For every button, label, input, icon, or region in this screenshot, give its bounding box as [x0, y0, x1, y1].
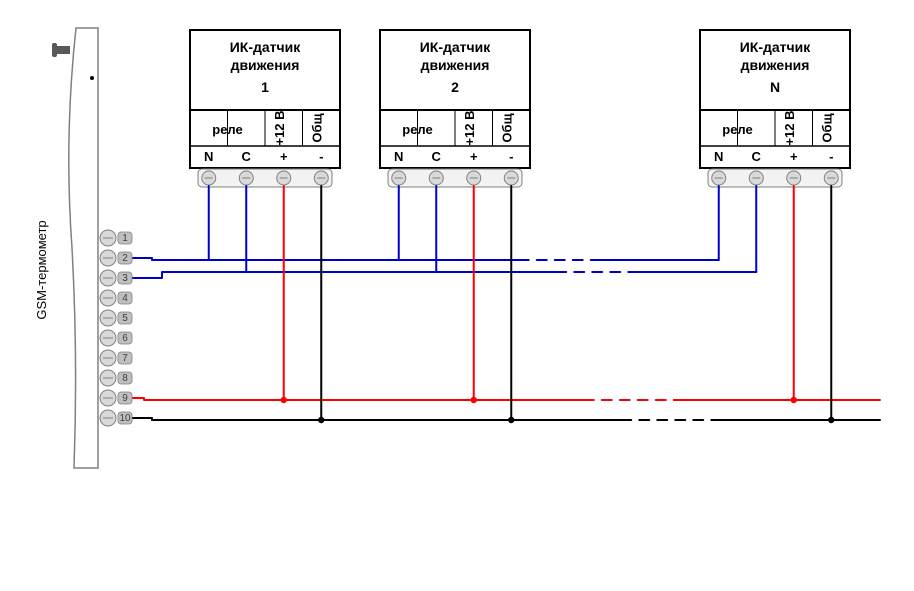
svg-text:C: C [752, 149, 762, 164]
device-label: GSM-термометр [34, 220, 49, 319]
sensor-title: ИК-датчик [420, 39, 492, 55]
svg-text:9: 9 [122, 393, 128, 404]
svg-text:10: 10 [119, 413, 131, 424]
svg-text:2: 2 [122, 253, 128, 264]
svg-text:1: 1 [122, 233, 128, 244]
wire [132, 258, 209, 260]
svg-text:C: C [242, 149, 252, 164]
svg-text:N: N [204, 149, 213, 164]
svg-text:+12 В: +12 В [272, 110, 287, 145]
gsm-thermometer: GSM-термометр [34, 28, 98, 468]
wiring-diagram: GSM-термометр ИК-датчик движения 1 реле +12 … [0, 0, 914, 591]
svg-text:+: + [280, 149, 288, 164]
svg-text:реле: реле [722, 122, 753, 137]
junction-dot [828, 417, 834, 423]
junction-dot [281, 397, 287, 403]
svg-text:реле: реле [212, 122, 243, 137]
junction-dot [471, 397, 477, 403]
svg-text:-: - [509, 149, 513, 164]
terminal-block: 1 2 3 4 5 6 7 8 9 10 [100, 230, 132, 426]
svg-text:-: - [319, 149, 323, 164]
svg-text:6: 6 [122, 333, 128, 344]
svg-text:7: 7 [122, 353, 128, 364]
svg-text:2: 2 [451, 79, 459, 95]
svg-text:N: N [770, 79, 780, 95]
svg-text:движения: движения [741, 57, 810, 73]
svg-text:движения: движения [231, 57, 300, 73]
ir-sensor-N: ИК-датчик движения Nреле +12 В Общ N C + - [700, 30, 850, 187]
svg-text:Общ: Общ [309, 113, 324, 142]
svg-text:-: - [829, 149, 833, 164]
junction-dot [791, 397, 797, 403]
svg-text:+: + [470, 149, 478, 164]
svg-text:реле: реле [402, 122, 433, 137]
svg-text:4: 4 [122, 293, 128, 304]
svg-text:C: C [432, 149, 442, 164]
svg-text:3: 3 [122, 273, 128, 284]
svg-text:Общ: Общ [499, 113, 514, 142]
svg-text:N: N [394, 149, 403, 164]
svg-text:Общ: Общ [819, 113, 834, 142]
svg-text:+: + [790, 149, 798, 164]
ir-sensor-2: ИК-датчик движения 2 реле +12 В Общ N C + - [380, 30, 530, 187]
svg-text:N: N [714, 149, 723, 164]
svg-text:8: 8 [122, 373, 128, 384]
sensor-title: ИК-датчик [230, 39, 302, 55]
svg-text:+12 В: +12 В [462, 110, 477, 145]
svg-text:движения: движения [421, 57, 490, 73]
svg-text:+12 В: +12 В [782, 110, 797, 145]
svg-text:5: 5 [122, 313, 128, 324]
wire [132, 398, 880, 400]
ir-sensor-1: ИК-датчик движения 1 реле +12 В Общ N C + - [190, 30, 340, 187]
junction-dot [318, 417, 324, 423]
svg-text:1: 1 [261, 79, 269, 95]
junction-dot [508, 417, 514, 423]
wire [132, 272, 246, 278]
wire [132, 418, 880, 420]
sensor-title: ИК-датчик [740, 39, 812, 55]
